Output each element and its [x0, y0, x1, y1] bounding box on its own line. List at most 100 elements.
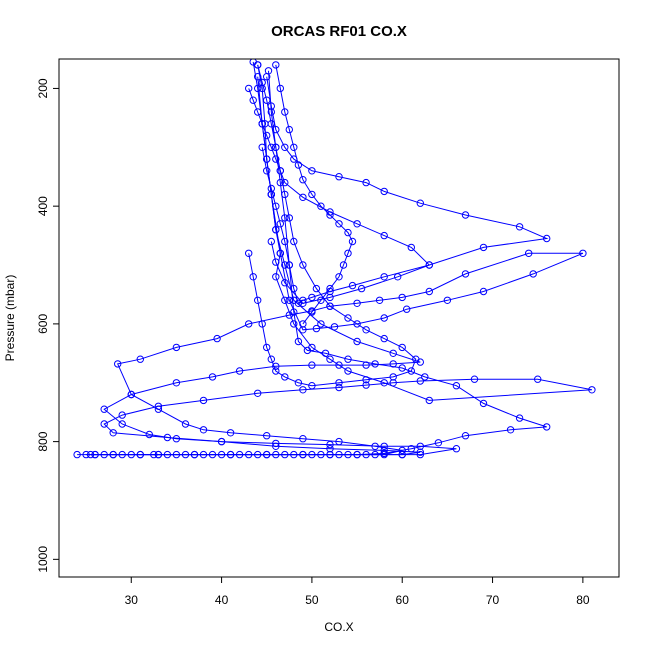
data-point: [294, 337, 303, 346]
data-point: [285, 214, 293, 222]
data-point: [344, 228, 352, 237]
y-tick-label: 800: [36, 431, 50, 451]
data-point: [461, 432, 470, 440]
data-point: [150, 450, 158, 459]
data-point: [339, 261, 348, 269]
data-point: [344, 249, 352, 258]
data-point: [398, 343, 406, 352]
data-point: [281, 108, 289, 116]
data-point: [263, 167, 271, 175]
data-point: [172, 379, 181, 387]
x-tick-label: 50: [305, 593, 319, 607]
data-point: [543, 423, 551, 431]
data-point: [534, 375, 542, 383]
data-point: [380, 379, 388, 387]
data-point: [335, 220, 343, 228]
data-point: [425, 261, 433, 269]
data-point: [443, 296, 452, 304]
data-point: [276, 220, 284, 228]
data-point: [267, 143, 275, 152]
data-point: [353, 320, 361, 328]
data-point: [389, 373, 397, 381]
data-point: [127, 390, 136, 399]
data-point: [335, 379, 343, 387]
series-line: [248, 88, 431, 304]
data-point: [267, 102, 275, 110]
data-point: [276, 249, 284, 258]
data-point: [290, 143, 298, 152]
data-point: [362, 178, 370, 187]
x-tick-label: 40: [215, 593, 229, 607]
data-point: [217, 450, 226, 459]
data-point: [344, 355, 352, 363]
data-point: [348, 281, 357, 290]
data-point: [330, 323, 339, 331]
data-point: [353, 337, 361, 346]
data-point: [353, 450, 361, 459]
data-point: [272, 273, 280, 281]
data-point: [299, 176, 307, 184]
data-point: [425, 287, 433, 296]
data-point: [389, 379, 397, 387]
data-point: [461, 270, 470, 278]
y-tick-label: 400: [36, 196, 50, 216]
data-point: [394, 273, 402, 281]
data-point: [317, 320, 325, 328]
data-point: [335, 173, 343, 181]
data-point: [479, 399, 488, 408]
data-point: [407, 243, 415, 252]
data-point: [272, 61, 280, 69]
y-tick-label: 200: [36, 78, 50, 98]
data-point: [479, 287, 488, 296]
data-point: [294, 299, 303, 307]
data-point: [245, 84, 253, 93]
data-point: [281, 373, 289, 381]
data-point: [308, 167, 316, 175]
data-point: [281, 143, 289, 152]
data-point: [326, 355, 334, 363]
data-point: [326, 302, 334, 310]
data-point: [317, 296, 325, 304]
data-point: [267, 190, 275, 199]
y-axis-label: Pressure (mbar): [3, 275, 17, 362]
data-point: [308, 361, 316, 369]
data-point: [213, 334, 221, 343]
data-point: [303, 346, 312, 355]
data-point: [416, 450, 424, 459]
x-axis-label: CO.X: [324, 620, 353, 634]
data-point: [145, 430, 154, 439]
data-point: [421, 373, 429, 381]
data-point: [515, 414, 524, 422]
data-point: [208, 373, 217, 381]
data-point: [525, 249, 533, 258]
data-point: [416, 448, 424, 456]
data-point: [114, 360, 122, 368]
data-point: [91, 450, 99, 459]
data-point: [263, 343, 271, 352]
data-point: [416, 377, 424, 385]
data-point: [515, 223, 524, 231]
data-point: [258, 320, 266, 328]
data-point: [326, 450, 334, 459]
data-point: [362, 381, 370, 389]
data-point: [398, 364, 406, 372]
data-point: [308, 293, 316, 302]
data-point: [470, 375, 479, 383]
data-point: [281, 279, 289, 287]
data-point: [425, 396, 433, 405]
data-point: [335, 383, 343, 392]
data-point: [254, 389, 262, 397]
data-point: [326, 211, 334, 219]
series-layer: [73, 59, 596, 459]
data-point: [353, 299, 361, 307]
data-point: [272, 202, 280, 210]
data-point: [276, 167, 284, 175]
data-point: [321, 349, 330, 357]
data-point: [344, 314, 352, 322]
data-point: [235, 367, 244, 375]
data-point: [267, 355, 275, 363]
data-point: [294, 161, 303, 169]
data-point: [73, 450, 81, 459]
data-point: [82, 450, 90, 459]
